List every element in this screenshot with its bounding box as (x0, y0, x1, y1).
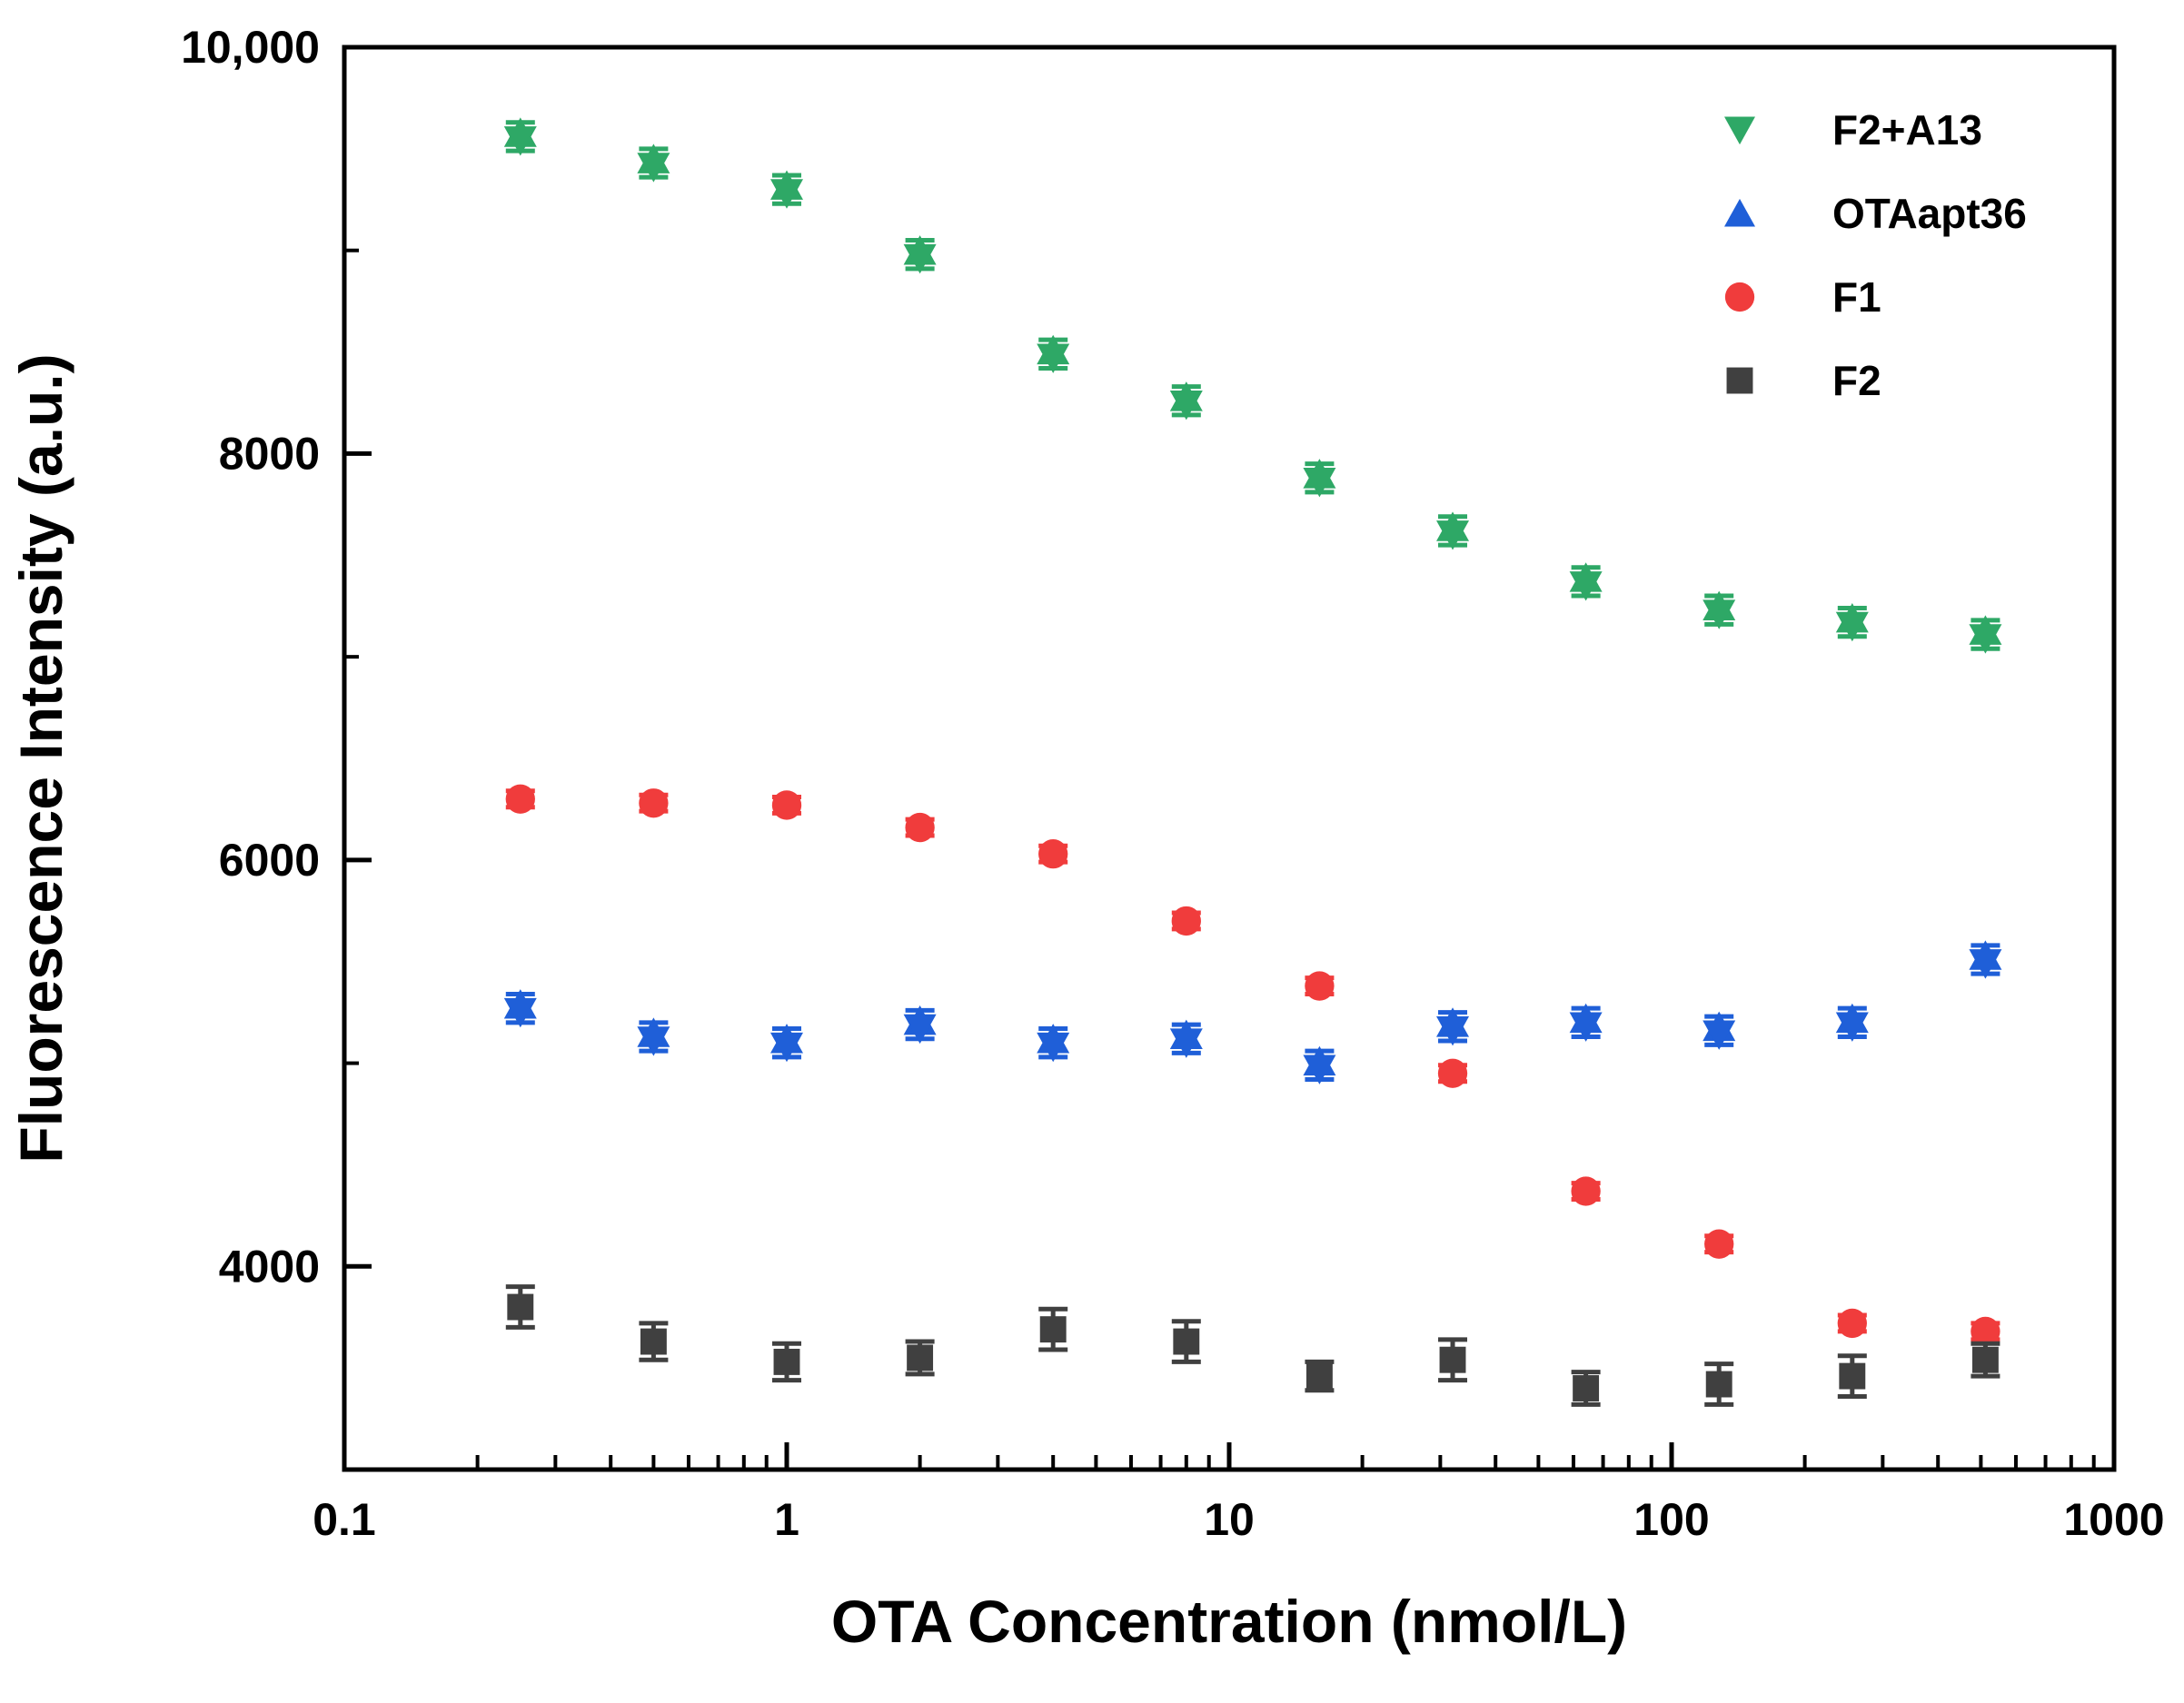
data-point (903, 243, 937, 274)
data-point (1703, 599, 1736, 629)
y-tick-label: 6000 (219, 835, 320, 886)
y-tick-label: 4000 (219, 1241, 320, 1292)
data-point (1039, 1316, 1067, 1343)
series-OTAapt36 (503, 940, 2002, 1084)
data-point (1971, 1316, 2000, 1347)
data-point (1173, 1328, 1200, 1355)
legend-item: F2 (1726, 357, 1881, 404)
data-point (1303, 1054, 1336, 1084)
legend: F2+A13 OTAapt36 F1 F2 (1724, 106, 2027, 404)
data-point (1436, 520, 1470, 550)
data-point (1839, 1362, 1866, 1390)
data-point (637, 153, 670, 183)
x-tick-label: 1000 (2063, 1494, 2164, 1545)
data-point (1969, 624, 2002, 654)
legend-label: F2 (1832, 357, 1881, 404)
data-point (505, 784, 535, 814)
legend-marker (1724, 116, 1755, 145)
data-point (1571, 1176, 1601, 1206)
plot-area (342, 45, 2117, 1472)
data-point (1169, 390, 1203, 421)
data-point (773, 1348, 800, 1375)
data-point (503, 997, 537, 1028)
data-point (1171, 906, 1201, 936)
data-point (640, 1328, 667, 1355)
y-tick-label: 10,000 (181, 22, 320, 73)
series-F1 (505, 784, 2000, 1347)
data-point (1437, 1058, 1468, 1088)
data-point (1837, 1308, 1867, 1339)
plot-frame (342, 45, 2117, 1472)
legend-label: F1 (1832, 273, 1881, 321)
data-point (1969, 949, 2002, 979)
legend-marker (1726, 367, 1753, 394)
data-point (907, 1344, 934, 1371)
data-point (903, 1014, 937, 1045)
series-F2+A13 (503, 117, 2002, 654)
data-point (770, 1032, 803, 1063)
data-point (770, 179, 803, 209)
legend-item: OTAapt36 (1724, 190, 2027, 237)
legend-marker (1724, 282, 1755, 312)
data-point (507, 1293, 534, 1321)
data-point (771, 790, 802, 820)
data-point (905, 812, 935, 843)
x-tick-label: 100 (1633, 1494, 1709, 1545)
y-axis: 4000 6000 8000 10,000 (181, 22, 372, 1471)
data-point (1705, 1371, 1732, 1398)
x-tick-label: 1 (774, 1494, 799, 1545)
data-point (1573, 1375, 1600, 1401)
data-point (1305, 971, 1335, 1001)
legend-label: F2+A13 (1832, 106, 1982, 153)
series-F2 (505, 1284, 2000, 1407)
data-point (1037, 1032, 1070, 1063)
data-point (1704, 1229, 1734, 1259)
data-point (1436, 1016, 1470, 1046)
data-point (1703, 1020, 1736, 1050)
data-point (637, 1026, 670, 1056)
data-point (1971, 1346, 1999, 1373)
data-point (1038, 838, 1068, 869)
data-point (639, 788, 669, 818)
x-tick-label: 0.1 (313, 1494, 376, 1545)
data-point (1305, 1362, 1333, 1390)
legend-item: F1 (1724, 273, 1881, 321)
data-point (1439, 1346, 1466, 1373)
x-tick-label: 10 (1204, 1494, 1255, 1545)
y-axis-title: Fluorescence Intensity (a.u.) (7, 353, 74, 1163)
data-point (1037, 343, 1070, 373)
legend-label: OTAapt36 (1832, 190, 2027, 237)
data-point (1569, 571, 1603, 601)
data-point (1835, 611, 1869, 642)
legend-marker (1724, 198, 1755, 227)
legend-item: F2+A13 (1724, 106, 1982, 153)
data-point (1835, 1012, 1869, 1042)
data-point (1169, 1028, 1203, 1058)
x-axis-title: OTA Concentration (nmol/L) (831, 1588, 1627, 1655)
data-point (1569, 1012, 1603, 1042)
data-point (1303, 467, 1336, 498)
y-tick-label: 8000 (219, 428, 320, 479)
data-markers (503, 117, 2002, 1407)
data-point (503, 126, 537, 156)
x-axis: 0.1 1 10 100 1000 (313, 1442, 2165, 1545)
